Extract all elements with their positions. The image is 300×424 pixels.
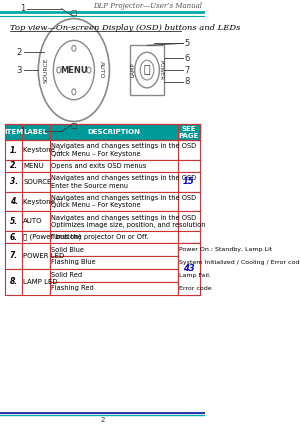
Text: 4: 4 bbox=[20, 127, 25, 136]
Text: MENU: MENU bbox=[23, 163, 44, 169]
Text: Error code: Error code bbox=[179, 286, 212, 290]
Bar bbox=[5, 140, 200, 160]
Text: 2.: 2. bbox=[10, 162, 18, 170]
Text: Navigates and changes settings in the OSD
Optimizes image size, position, and re: Navigates and changes settings in the OS… bbox=[51, 215, 206, 228]
Bar bbox=[5, 243, 22, 269]
Text: Solid Blue: Solid Blue bbox=[51, 246, 84, 253]
Text: 5: 5 bbox=[185, 39, 190, 48]
Text: DLP Projector—User’s Manual: DLP Projector—User’s Manual bbox=[94, 2, 202, 10]
Text: Power On ; Standby, Lamp Lit: Power On ; Standby, Lamp Lit bbox=[179, 247, 272, 252]
Text: Top view—On-screen Display (OSD) buttons and LEDs: Top view—On-screen Display (OSD) buttons… bbox=[10, 24, 241, 32]
Bar bbox=[50, 269, 178, 282]
Text: AUTO: AUTO bbox=[23, 218, 43, 224]
Text: SOURCE: SOURCE bbox=[44, 57, 49, 83]
Bar bbox=[5, 172, 200, 192]
Text: 3.: 3. bbox=[10, 177, 18, 186]
Text: SOURCE: SOURCE bbox=[23, 179, 52, 185]
Text: LABEL: LABEL bbox=[24, 129, 48, 135]
Text: ITEM: ITEM bbox=[4, 129, 23, 135]
Text: AUTO: AUTO bbox=[99, 61, 104, 79]
Text: Turns the projector On or Off.: Turns the projector On or Off. bbox=[51, 234, 149, 240]
Bar bbox=[178, 256, 200, 269]
Text: □: □ bbox=[70, 123, 77, 129]
Text: Navigates and changes settings in the OSD
Quick Menu – For Keystone: Navigates and changes settings in the OS… bbox=[51, 195, 196, 208]
Text: Flashing Red: Flashing Red bbox=[51, 285, 94, 291]
Text: POWER: POWER bbox=[158, 60, 163, 80]
Text: LAMP LED: LAMP LED bbox=[23, 279, 58, 285]
Bar bbox=[5, 231, 200, 243]
Text: LAMP: LAMP bbox=[131, 63, 136, 78]
Text: Keystone △: Keystone △ bbox=[23, 147, 63, 153]
Text: 3: 3 bbox=[16, 66, 22, 75]
Text: System Initialized / Cooling / Error code: System Initialized / Cooling / Error cod… bbox=[179, 260, 300, 265]
Text: 6.: 6. bbox=[10, 233, 18, 242]
Text: 8: 8 bbox=[185, 78, 190, 86]
Text: Keystone ▽: Keystone ▽ bbox=[23, 198, 63, 204]
Text: 15: 15 bbox=[183, 177, 195, 186]
Bar bbox=[5, 125, 200, 140]
Text: 1.: 1. bbox=[10, 146, 18, 155]
Text: Navigates and changes settings in the OSD
Quick Menu – For Keystone: Navigates and changes settings in the OS… bbox=[51, 143, 196, 157]
Text: □: □ bbox=[70, 10, 77, 16]
Text: 43: 43 bbox=[183, 264, 195, 273]
Bar bbox=[178, 243, 200, 256]
Text: Flashing Blue: Flashing Blue bbox=[51, 259, 96, 265]
Bar bbox=[178, 282, 200, 295]
Text: Lamp Fail.: Lamp Fail. bbox=[179, 273, 211, 278]
Bar bbox=[50, 243, 178, 256]
Text: 7: 7 bbox=[185, 66, 190, 75]
Bar bbox=[5, 212, 200, 231]
Text: 8.: 8. bbox=[10, 277, 18, 286]
Text: MENU: MENU bbox=[60, 66, 88, 75]
Text: 7.: 7. bbox=[10, 251, 18, 260]
Text: POWER LED: POWER LED bbox=[23, 253, 64, 259]
Bar bbox=[22, 243, 50, 269]
Bar bbox=[50, 282, 178, 295]
Bar bbox=[50, 256, 178, 269]
Text: ⏻ (Power button): ⏻ (Power button) bbox=[23, 234, 82, 240]
Text: Navigates and changes settings in the OSD
Enter the Source menu: Navigates and changes settings in the OS… bbox=[51, 175, 196, 189]
Bar bbox=[178, 269, 200, 282]
Text: SEE
PAGE: SEE PAGE bbox=[178, 126, 199, 139]
Text: Solid Red: Solid Red bbox=[51, 272, 82, 278]
Bar bbox=[5, 192, 200, 212]
Bar bbox=[5, 269, 22, 295]
Text: DESCRIPTION: DESCRIPTION bbox=[87, 129, 140, 135]
Text: 2: 2 bbox=[100, 417, 105, 423]
Text: 1: 1 bbox=[20, 4, 25, 13]
Text: Opens and exits OSD menus: Opens and exits OSD menus bbox=[51, 163, 147, 169]
Text: 5.: 5. bbox=[10, 217, 18, 226]
Text: ⏻: ⏻ bbox=[144, 65, 150, 75]
Bar bbox=[5, 160, 200, 172]
Bar bbox=[22, 269, 50, 295]
Text: 6: 6 bbox=[185, 54, 190, 63]
Text: 4.: 4. bbox=[10, 197, 18, 206]
Text: 2: 2 bbox=[16, 48, 22, 57]
Bar bbox=[178, 243, 200, 295]
